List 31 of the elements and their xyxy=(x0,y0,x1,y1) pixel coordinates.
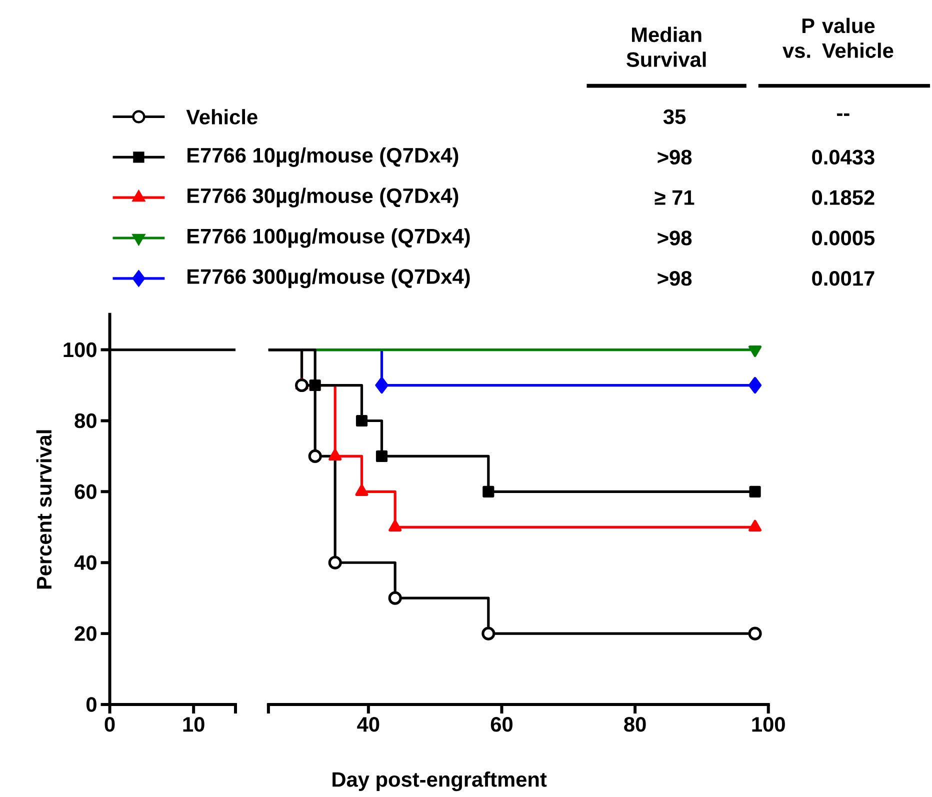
text: 0.0005 xyxy=(812,230,875,246)
x-tick-label: 40 xyxy=(357,716,380,732)
text: Median Survival xyxy=(626,26,706,67)
x-tick-label: 80 xyxy=(624,716,646,732)
text: ≥ 71 xyxy=(654,190,694,205)
text: >98 xyxy=(658,270,692,286)
legend-label: E7766 30µg/mouse (Q7Dx4) xyxy=(188,188,458,208)
x-tick-label: 0 xyxy=(104,716,115,732)
y-tick-label: 100 xyxy=(64,342,96,358)
text: -- xyxy=(837,113,850,116)
x-tick-label: 60 xyxy=(490,716,512,732)
legend-label: E7766 10µg/mouse (Q7Dx4) xyxy=(188,147,458,167)
y-tick-label: 20 xyxy=(74,626,96,641)
text: 0.0017 xyxy=(812,270,874,286)
text: >98 xyxy=(658,150,692,164)
legend-label: E7766 300µg/mouse (Q7Dx4) xyxy=(188,268,470,288)
y-axis-title: Percent survival xyxy=(36,430,52,589)
x-axis-title: Day post-engraftment xyxy=(332,771,547,791)
x-tick-label: 100 xyxy=(752,716,785,732)
y-tick-label: 80 xyxy=(74,413,96,428)
text: >98 xyxy=(658,230,692,246)
y-tick-label: 0 xyxy=(86,696,96,712)
text: 35 xyxy=(663,109,686,124)
legend-label: Vehicle xyxy=(186,108,258,124)
legend-label: E7766 100µg/mouse (Q7Dx4) xyxy=(188,228,470,248)
text: 0.0433 xyxy=(812,150,874,164)
text: 0.1852 xyxy=(812,190,874,205)
y-tick-label: 60 xyxy=(74,484,96,499)
text: P value vs. Vehicle xyxy=(782,18,894,58)
x-tick-label: 10 xyxy=(183,716,204,732)
y-tick-label: 40 xyxy=(74,555,96,570)
